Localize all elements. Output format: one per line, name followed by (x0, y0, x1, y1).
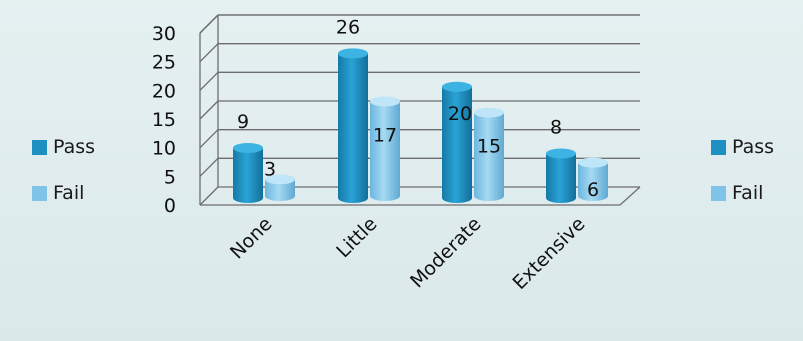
bar-top (578, 157, 608, 168)
x-tick-label: Little (332, 213, 381, 262)
bar-pass-little (338, 48, 368, 203)
legend-label-pass: Pass (53, 136, 96, 158)
bar-body (474, 112, 504, 201)
y-tick-label: 0 (164, 195, 176, 217)
legend-swatch-fail (32, 185, 47, 201)
bar-body (338, 53, 368, 203)
legend-label-pass: Pass (732, 136, 775, 158)
bar-top (233, 142, 263, 153)
bar-pass-extensive (546, 148, 576, 203)
bar-top (474, 107, 504, 118)
gridline-diagonal (199, 129, 219, 149)
legend-label-fail: Fail (732, 182, 764, 204)
bar-body (578, 162, 608, 201)
x-tick-label: Moderate (406, 213, 485, 292)
y-tick-label: 5 (164, 166, 176, 188)
floor-edge (200, 186, 641, 206)
data-label-fail: 17 (373, 124, 397, 146)
y-tick-label: 10 (152, 138, 176, 160)
legend-swatch-pass (711, 139, 726, 155)
data-label-pass: 8 (550, 117, 562, 139)
bar-top (370, 96, 400, 107)
x-tick-label: Extensive (509, 213, 590, 294)
bar-fail-none (265, 174, 295, 201)
legend-item-pass: Pass (32, 134, 95, 160)
legend-item-pass: Pass (711, 134, 774, 160)
y-tick-label: 25 (152, 52, 176, 74)
bar-fail-little (370, 96, 400, 201)
gridline-diagonal (199, 71, 219, 91)
bar-body (546, 153, 576, 203)
data-label-pass: 26 (336, 16, 360, 38)
y-tick-label: 20 (152, 80, 176, 102)
bar-pass-none (233, 142, 263, 203)
bar-body (265, 179, 295, 201)
bar-fail-extensive (578, 157, 608, 201)
y-axis: 0 5 10 15 20 25 30 (152, 23, 176, 217)
bar-body (233, 147, 263, 203)
bar-fail-moderate (474, 107, 504, 201)
bar-top (338, 48, 368, 59)
legend-swatch-fail (711, 185, 726, 201)
y-tick-label: 30 (152, 23, 176, 45)
data-label-pass: 20 (448, 103, 472, 125)
bar-top (265, 174, 295, 185)
data-label-fail: 15 (477, 136, 501, 158)
legend-swatch-pass (32, 139, 47, 155)
data-label-fail: 6 (587, 179, 599, 201)
legend-left: Pass Fail (32, 134, 95, 226)
gridline-diagonal (199, 100, 219, 120)
data-label-fail: 3 (264, 158, 276, 180)
legend-item-fail: Fail (32, 180, 95, 206)
bars (233, 48, 608, 203)
bar-body (370, 101, 400, 201)
bar-pass-moderate (442, 81, 472, 203)
y-tick-label: 15 (152, 109, 176, 131)
legend-right: Pass Fail (711, 134, 774, 226)
legend-label-fail: Fail (53, 182, 85, 204)
gridline-diagonal (199, 157, 219, 177)
gridline-diagonal (199, 186, 219, 206)
gridlines (199, 14, 641, 206)
bar-top (442, 81, 472, 92)
bar-top (546, 148, 576, 159)
x-tick-label: None (226, 213, 277, 264)
gridline-diagonal (199, 43, 219, 63)
data-label-pass: 9 (237, 111, 249, 133)
x-axis: None Little Moderate Extensive (226, 213, 590, 294)
bar-body (442, 86, 472, 203)
legend-item-fail: Fail (711, 180, 774, 206)
